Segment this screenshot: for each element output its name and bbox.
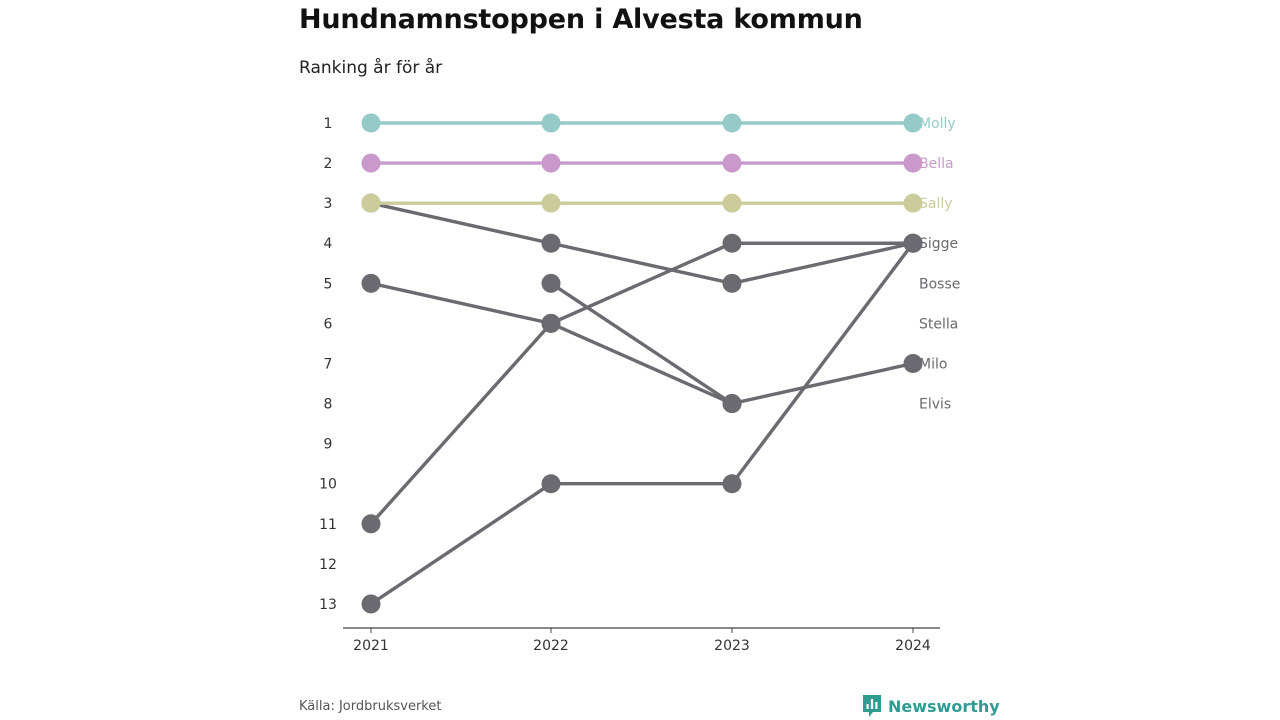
y-tick-label: 1 [324,116,333,132]
data-point-sigge [722,233,742,253]
data-point-stella [361,594,381,614]
x-tick-label: 2023 [714,638,750,654]
data-point-stella [722,474,742,494]
data-point-molly [722,113,742,133]
data-point-stella [541,474,561,494]
y-tick-label: 9 [324,437,333,453]
data-point-sigge [361,514,381,534]
end-label-bosse: Bosse [919,276,960,292]
brand-name: Newsworthy [888,696,1000,716]
data-point-bella [722,153,742,173]
end-label-molly: Molly [919,116,956,132]
y-tick-label: 4 [324,236,333,252]
data-point-elvis [722,394,742,414]
data-point-bella [903,153,923,173]
data-point-bella [361,153,381,173]
data-point-milo [903,353,923,373]
y-tick-label: 13 [319,597,337,613]
newsworthy-icon [863,695,881,717]
y-tick-label: 8 [324,397,333,413]
y-tick-label: 7 [324,356,333,372]
series-line-milo [370,281,914,406]
chart-title: Hundnamnstoppen i Alvesta kommun [299,4,863,35]
end-label-milo: Milo [919,356,947,372]
data-point-elvis [541,273,561,293]
series-line-stella [370,242,915,606]
source-note: Källa: Jordbruksverket [299,699,442,714]
data-point-milo [541,313,561,333]
data-point-sally [722,193,742,213]
y-tick-label: 3 [324,196,333,212]
data-point-sally [903,193,923,213]
end-label-sally: Sally [919,196,953,212]
series-lines [369,121,915,606]
y-tick-label: 12 [319,557,337,573]
data-point-sally [541,193,561,213]
data-point-molly [361,113,381,133]
data-point-molly [541,113,561,133]
x-tick-label: 2022 [533,638,569,654]
data-point-molly [903,113,923,133]
y-tick-label: 11 [319,517,337,533]
data-point-bosse [722,273,742,293]
x-axis: 2021 2022 2023 2024 [343,627,940,654]
brand-logo[interactable]: Newsworthy [862,694,1000,718]
y-tick-label: 2 [324,156,333,172]
data-point-stella [903,233,923,253]
end-label-stella: Stella [919,316,958,332]
x-tick-label: 2024 [895,638,931,654]
series-line-bosse [370,201,914,286]
end-label-elvis: Elvis [919,397,951,413]
series-line-sigge [369,241,913,525]
end-label-sigge: Sigge [919,236,958,252]
y-tick-label: 6 [324,316,333,332]
chart-subtitle: Ranking år för år [299,58,443,78]
series-line-elvis [550,281,733,405]
end-labels: Molly Bella Sally Sigge Bosse Stella Milo Elvis [919,116,960,413]
y-tick-label: 5 [324,276,333,292]
data-point-milo [361,273,381,293]
data-point-sally [361,193,381,213]
series-points [361,113,923,614]
data-point-bella [541,153,561,173]
x-tick-label: 2021 [353,638,389,654]
data-point-bosse [541,233,561,253]
end-label-bella: Bella [919,156,954,172]
y-tick-label: 10 [319,477,337,493]
